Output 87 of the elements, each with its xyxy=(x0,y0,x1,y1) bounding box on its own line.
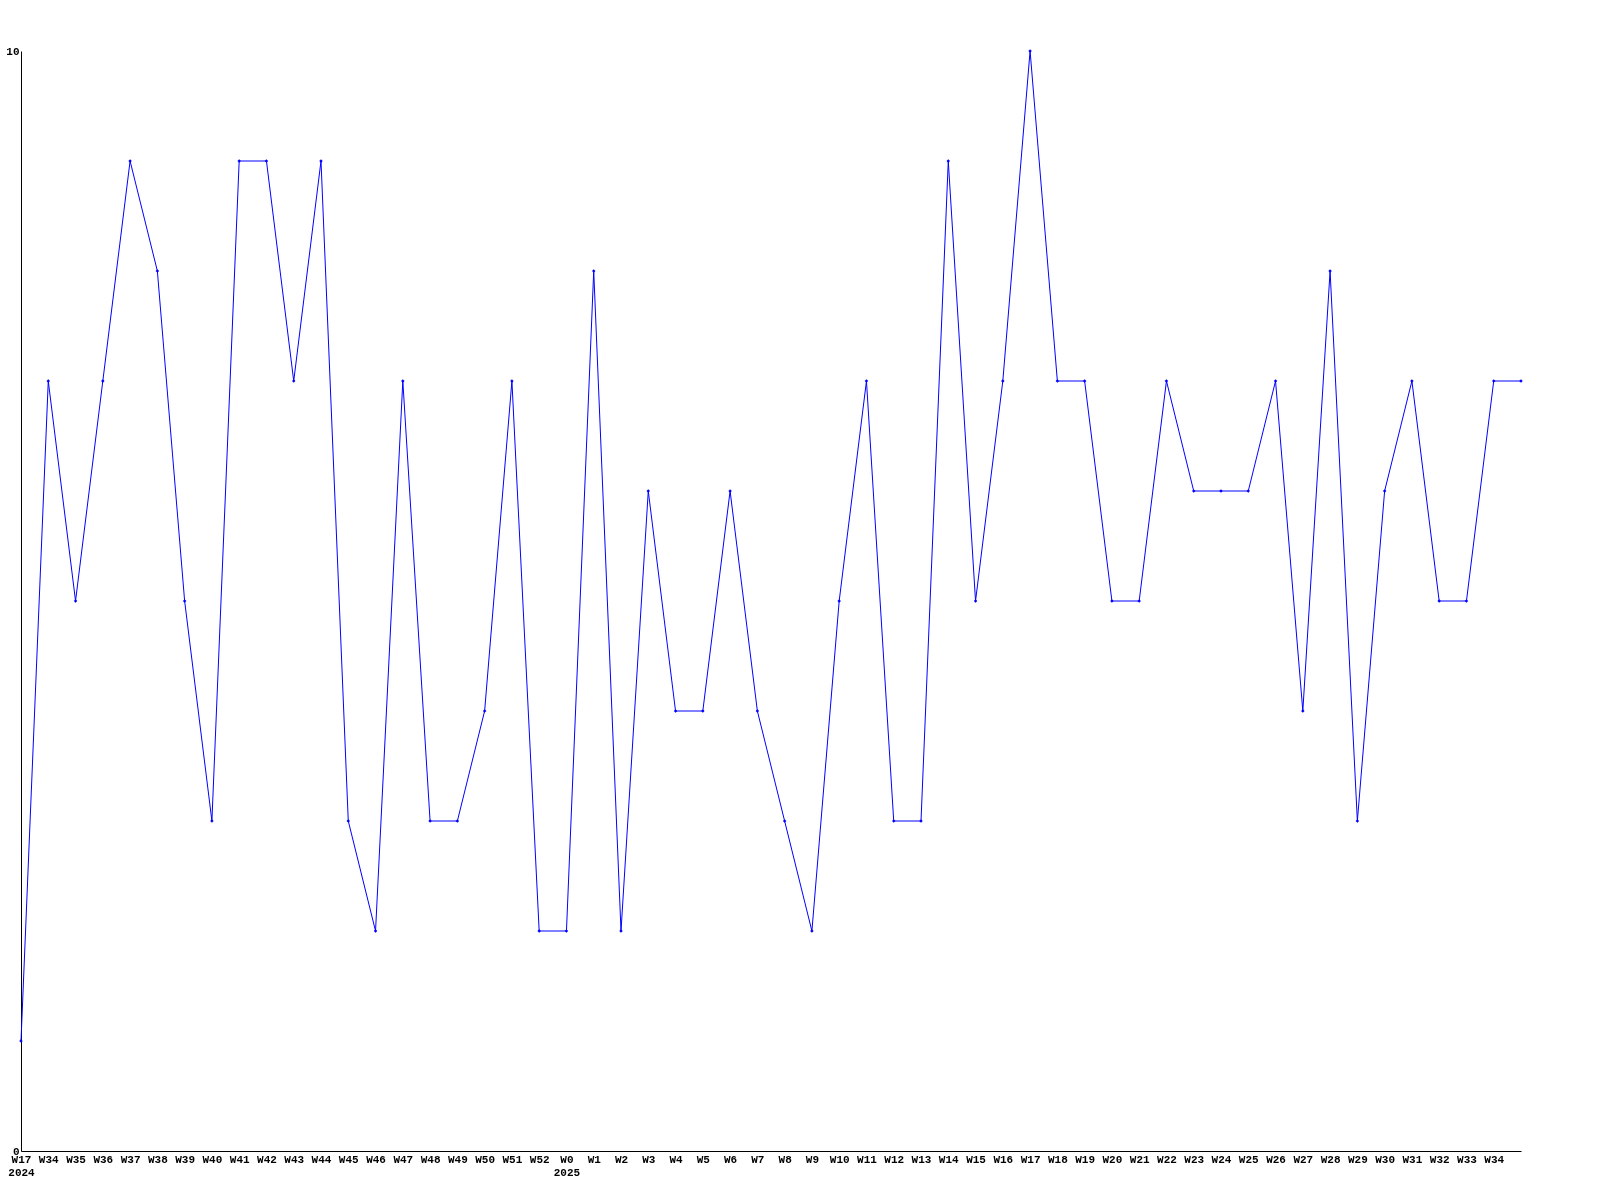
point xyxy=(155,269,160,273)
x-tick-label: W15 xyxy=(966,1153,987,1166)
point xyxy=(1492,379,1496,383)
point xyxy=(755,709,760,713)
point xyxy=(1192,489,1196,493)
x-tick-label: W25 xyxy=(1238,1153,1260,1166)
x-tick-label: W0 2025 xyxy=(553,1153,581,1179)
x-tick-label: W4 xyxy=(669,1153,684,1166)
point xyxy=(373,929,378,933)
x-tick-label: W21 xyxy=(1129,1153,1150,1166)
x-tick-label: W27 xyxy=(1293,1153,1314,1166)
x-tick-label: W11 xyxy=(857,1153,878,1166)
point xyxy=(973,599,978,603)
point xyxy=(592,269,596,273)
x-tick-label: W7 xyxy=(751,1153,765,1166)
x-tick-label: W2 xyxy=(614,1153,629,1166)
x-tick-label: W3 xyxy=(642,1153,656,1166)
x-tick-label: W17 xyxy=(1020,1153,1041,1166)
x-tick-label: W51 xyxy=(502,1153,523,1166)
x-tick-label: W50 xyxy=(475,1153,496,1166)
x-tick-label: W10 xyxy=(829,1153,850,1166)
x-tick-label: W44 xyxy=(311,1153,332,1166)
x-tick-label: W35 xyxy=(66,1153,87,1166)
x-tick-label: W9 xyxy=(805,1153,820,1166)
point xyxy=(1082,379,1087,383)
point xyxy=(946,159,950,163)
x-tick-label: W42 xyxy=(257,1153,277,1166)
x-tick-label: W22 xyxy=(1157,1153,1177,1166)
point xyxy=(346,819,350,823)
point xyxy=(455,819,460,823)
point xyxy=(1273,379,1278,383)
x-tick-label: W39 xyxy=(175,1153,196,1166)
x-tick-label: W23 xyxy=(1184,1153,1205,1166)
point xyxy=(564,929,569,933)
x-tick-label: W48 xyxy=(420,1153,441,1166)
x-tick-label: W36 xyxy=(93,1153,114,1166)
point xyxy=(292,379,296,383)
line-series xyxy=(19,49,1523,1043)
point xyxy=(182,599,187,603)
x-tick-label: W26 xyxy=(1266,1153,1286,1166)
point xyxy=(646,489,650,493)
x-tick-label: W14 xyxy=(938,1153,960,1166)
point xyxy=(673,709,678,713)
x-tick-label: W47 xyxy=(393,1153,414,1166)
point xyxy=(782,819,787,823)
x-tick-label: W52 xyxy=(529,1153,550,1166)
x-tick-label: W43 xyxy=(284,1153,305,1166)
x-tick-label: W34 xyxy=(1484,1153,1505,1166)
point xyxy=(892,819,896,823)
x-tick-label: W13 xyxy=(911,1153,932,1166)
x-tick-label: W37 xyxy=(120,1153,141,1166)
x-tick-label: W24 xyxy=(1211,1153,1232,1166)
x-tick-label: W38 xyxy=(147,1153,169,1166)
x-tick-label: W46 xyxy=(366,1153,386,1166)
point xyxy=(1464,599,1469,603)
x-tick-label: W18 xyxy=(1047,1153,1069,1166)
x-tick-label: W32 xyxy=(1429,1153,1450,1166)
x-tick-label: W8 xyxy=(778,1153,793,1166)
point xyxy=(482,709,487,713)
point xyxy=(1164,379,1169,383)
point xyxy=(1382,489,1387,493)
point xyxy=(1355,819,1360,823)
x-tick-label: W5 xyxy=(696,1153,711,1166)
x-tick-label: W6 xyxy=(723,1153,738,1166)
point xyxy=(864,379,869,383)
x-tick-label: W30 xyxy=(1375,1153,1396,1166)
point xyxy=(1055,379,1060,383)
x-tick-label: W19 xyxy=(1075,1153,1096,1166)
point xyxy=(46,379,50,383)
x-tick-label: W20 xyxy=(1102,1153,1123,1166)
x-tick-label: W1 xyxy=(587,1153,602,1166)
point xyxy=(73,599,78,603)
x-tick-label: W33 xyxy=(1457,1153,1478,1166)
x-tick-label: W40 xyxy=(202,1153,223,1166)
x-tick-label: W41 xyxy=(229,1153,250,1166)
x-tick-label: W16 xyxy=(993,1153,1014,1166)
y-tick-label: 10 xyxy=(6,45,20,58)
x-tick-label: W45 xyxy=(338,1153,360,1166)
x-tick-label: W49 xyxy=(447,1153,468,1166)
point xyxy=(1246,489,1250,493)
x-tick-label: W17 2024 xyxy=(8,1153,36,1179)
x-tick-label: W31 xyxy=(1402,1153,1423,1166)
x-tick-label: W28 xyxy=(1320,1153,1341,1166)
x-tick-label: W29 xyxy=(1347,1153,1368,1166)
point xyxy=(264,159,269,163)
x-tick-label: W12 xyxy=(884,1153,905,1166)
x-tick-label: W34 xyxy=(38,1153,60,1166)
